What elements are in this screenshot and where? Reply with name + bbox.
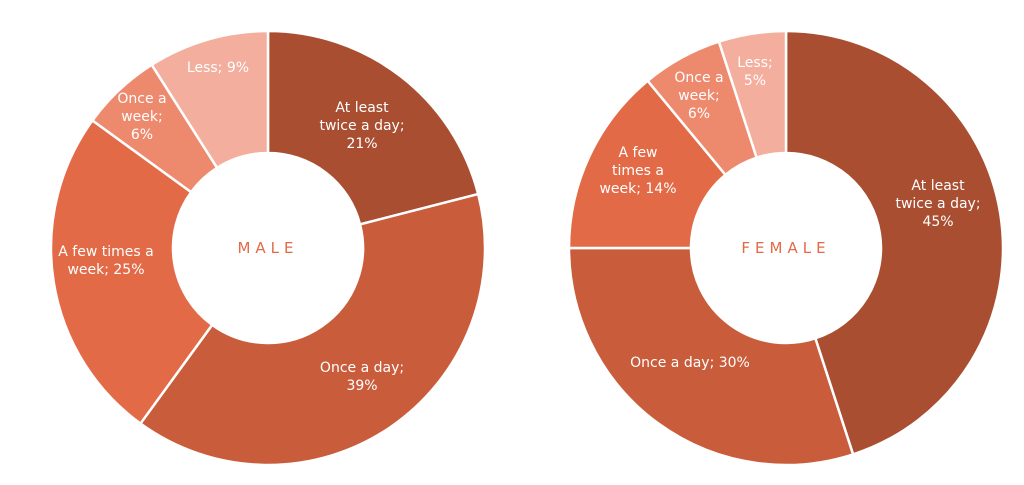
slice-label: Less; 9% — [187, 60, 249, 76]
chart-center-title: MALE — [237, 239, 298, 257]
donut-slice — [266, 29, 480, 226]
slice-label: A few times a week; 14% — [599, 145, 676, 197]
slice-label: Less; 5% — [737, 55, 772, 89]
slice-label: At least twice a day; 21% — [319, 100, 404, 152]
slice-label: Once a week; 6% — [117, 91, 166, 143]
donut-slice — [567, 79, 728, 250]
donut-chart-female: At least twice a day; 45% Once a day; 30% A … — [567, 29, 1005, 467]
donut-slice — [567, 246, 855, 467]
slice-label: Once a day; 30% — [630, 355, 750, 371]
chart-center-title: FEMALE — [741, 239, 830, 257]
slice-label: At least twice a day; 45% — [895, 178, 980, 230]
slice-label: Once a week; 6% — [674, 70, 723, 122]
donut-slice — [150, 29, 270, 170]
donut-chart-male: At least twice a day; 21% Once a day; 39% A f… — [49, 29, 487, 467]
donut-slice — [49, 118, 214, 426]
donut-slice — [784, 29, 1005, 456]
slice-label: Once a day; 39% — [320, 360, 404, 394]
donut-slice — [717, 29, 788, 160]
slice-label: A few times a week; 25% — [58, 244, 153, 278]
donut-slice — [138, 192, 487, 467]
